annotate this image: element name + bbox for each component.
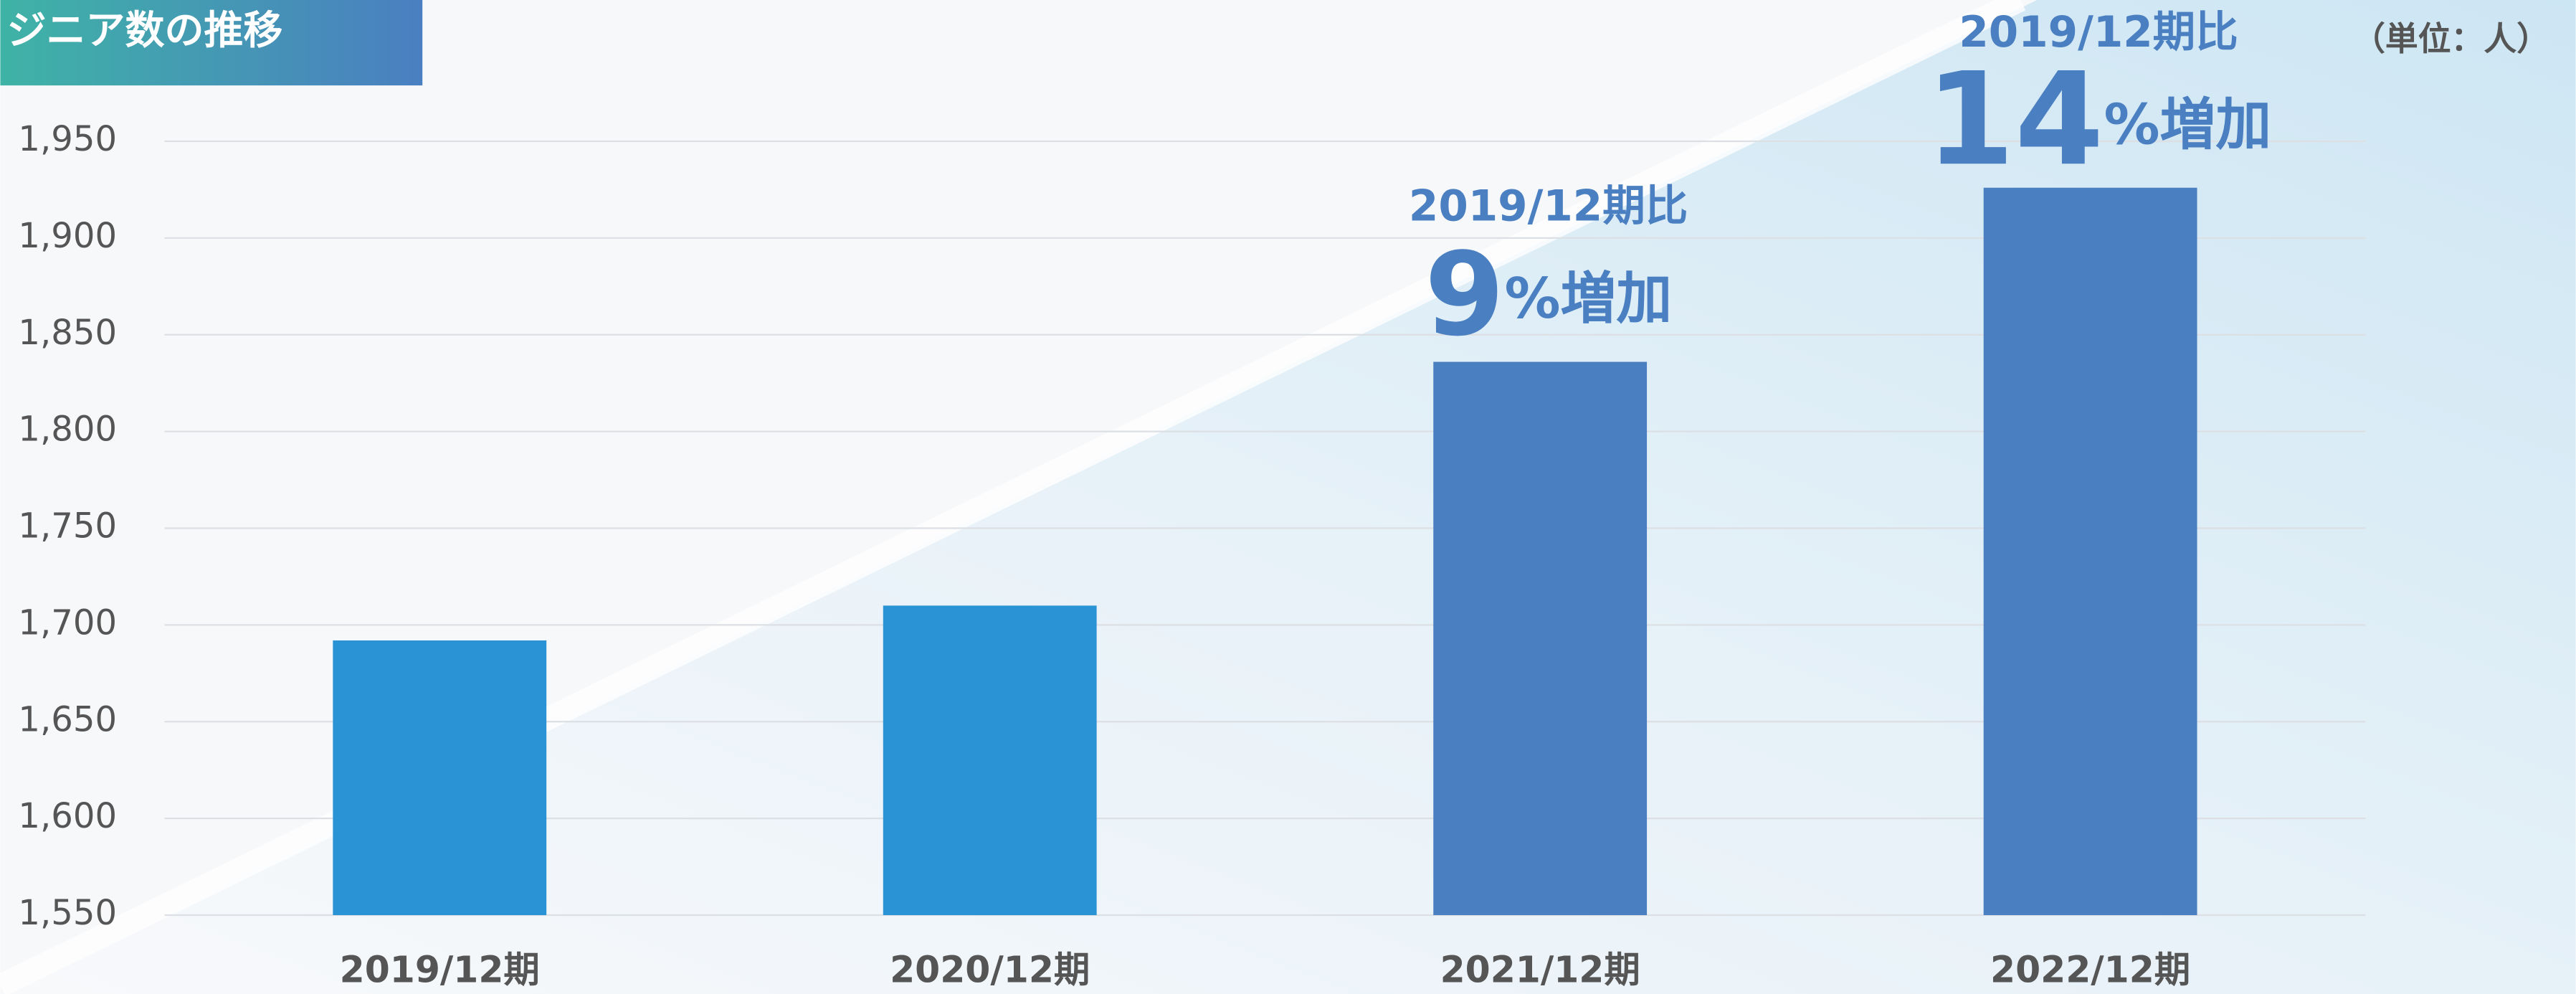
- bar: [333, 640, 547, 916]
- y-tick-label: 1,850: [18, 313, 117, 353]
- x-tick-label: 2020/12期: [890, 949, 1090, 991]
- annotation-text: 2019/12期比: [1409, 182, 1688, 232]
- annotation-suffix: %増加: [2104, 93, 2272, 158]
- annotation-text: 2019/12期比: [1959, 8, 2238, 57]
- y-tick-label: 1,650: [18, 699, 117, 739]
- x-tick-label: 2022/12期: [1990, 949, 2190, 991]
- y-tick-label: 1,550: [18, 893, 117, 933]
- chart-title: ジニア数の推移: [7, 7, 283, 53]
- annotation-value: 9%増加: [1425, 227, 1672, 361]
- y-tick-label: 1,900: [18, 216, 117, 256]
- annotation-percent: 14: [1926, 45, 2104, 194]
- annotation-percent: 9: [1425, 227, 1505, 361]
- annotation-suffix: %増加: [1505, 268, 1673, 332]
- y-tick-label: 1,750: [18, 506, 117, 546]
- y-tick-label: 1,800: [18, 410, 117, 450]
- annotation-value: 14%増加: [1926, 45, 2271, 194]
- y-tick-label: 1,700: [18, 602, 117, 643]
- y-tick-label: 1,950: [18, 119, 117, 159]
- unit-label: （単位：人）: [2352, 19, 2549, 58]
- bar: [1983, 187, 2197, 916]
- x-tick-label: 2019/12期: [340, 949, 540, 991]
- x-tick-label: 2021/12期: [1440, 949, 1640, 991]
- bar: [1433, 361, 1648, 916]
- bar: [883, 605, 1097, 916]
- y-tick-label: 1,600: [18, 796, 117, 836]
- title-box: [0, 0, 423, 86]
